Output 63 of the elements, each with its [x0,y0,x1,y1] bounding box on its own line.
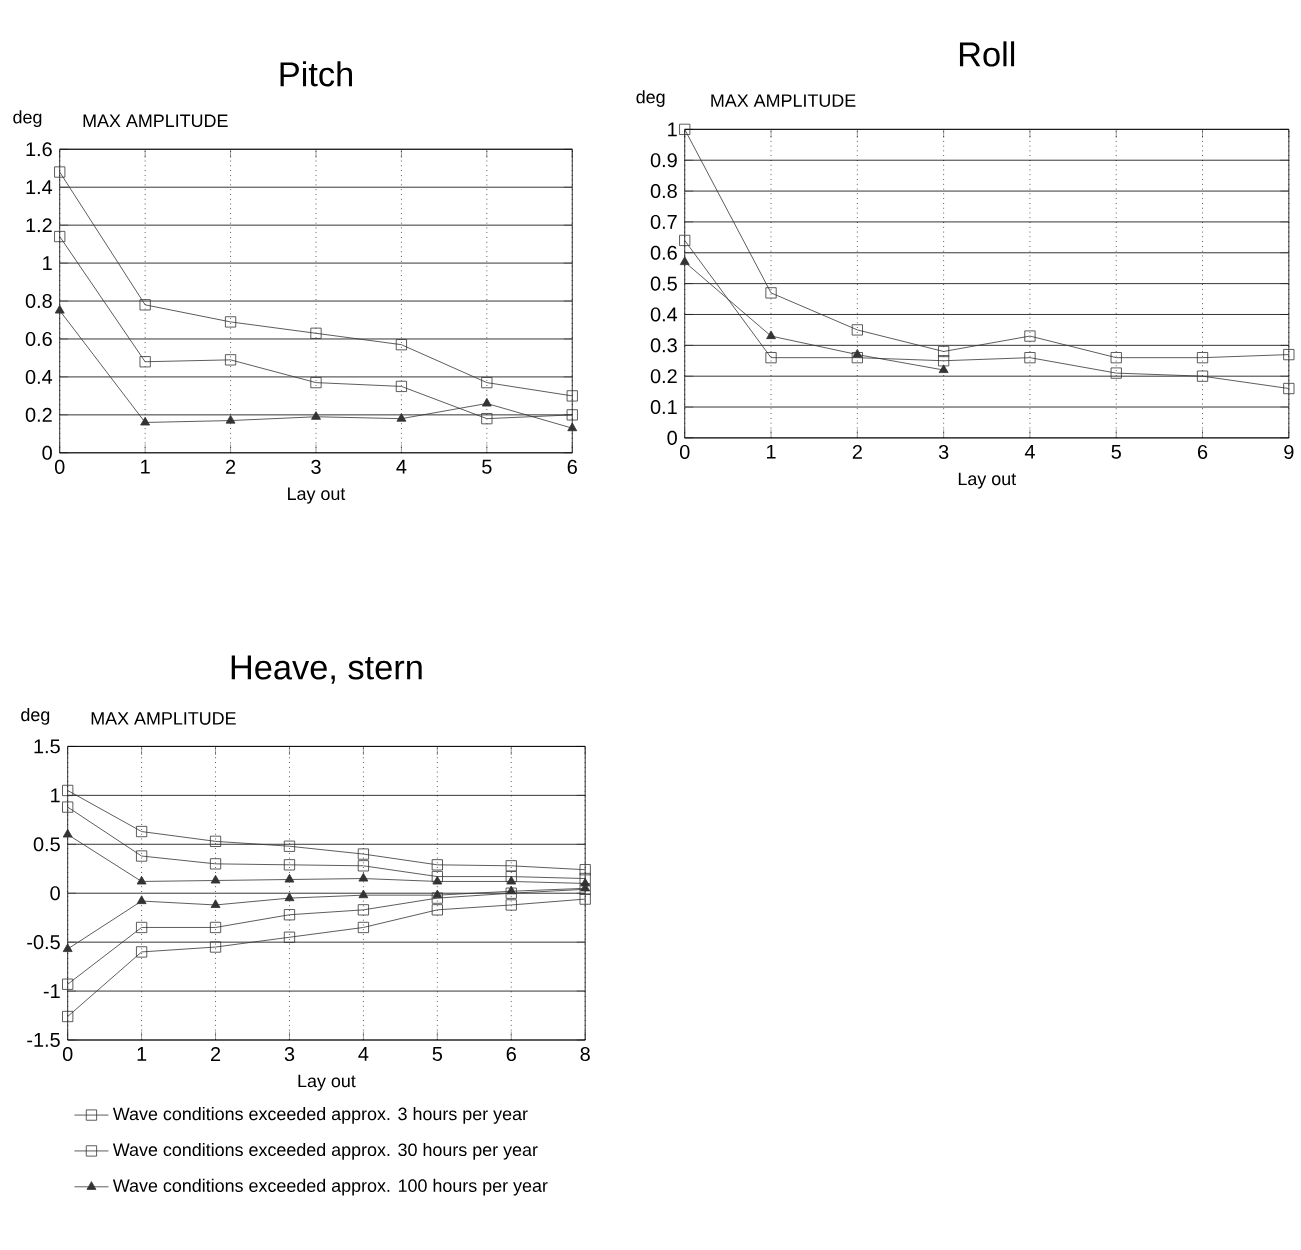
y-tick-label: 0.7 [650,214,677,229]
chart-title: Heave, stern [231,655,422,684]
x-tick-label: 6 [567,459,577,474]
y-tick-label: 1.5 [34,739,60,754]
x-tick-label: 5 [482,459,492,474]
y-tick-label: 1.2 [26,218,52,233]
y-axis-title: deg [21,708,50,725]
x-tick-label: 1 [137,1047,147,1061]
y-tick-label: 0.6 [25,331,52,347]
y-tick-label: 0.9 [650,153,677,168]
y-tick-label: 1 [51,788,60,803]
y-axis-title: deg [636,90,665,107]
y-tick-label: 0 [667,430,677,445]
y-tick-label: 0.5 [33,837,60,852]
y-tick-label: 0.4 [650,307,678,322]
y-tick-label: 1.6 [26,142,52,157]
x-tick-label: 4 [358,1047,369,1061]
legend-label: Wave conditions exceeded approx. 30 hours per year [112,1142,538,1160]
x-tick-label: 6 [1198,444,1208,459]
x-tick-label: 3 [938,444,949,459]
x-tick-label: 4 [396,459,407,474]
text: MAX AMPLITUDE [91,712,236,725]
y-tick-label: 1 [668,122,677,137]
y-tick-label: 0.3 [650,338,677,353]
x-axis-title: Lay out [298,1074,356,1091]
x-axis-title: Lay out [958,472,1016,489]
y-tick-label: 1.4 [26,180,53,195]
x-tick-label: 6 [506,1047,516,1062]
x-tick-label: 1 [767,444,776,459]
y-tick-label: -1 [43,984,60,998]
x-tick-label: 2 [852,444,862,459]
chart-title: Pitch [280,61,352,87]
x-tick-label: 2 [211,1047,221,1061]
x-tick-label: 5 [432,1047,443,1061]
y-tick-label: 0.1 [650,399,677,415]
y-tick-label: 0.6 [650,245,677,260]
y-tick-label: 1 [43,256,52,270]
x-tick-label: 8 [580,1047,590,1062]
x-tick-label: 1 [141,459,150,474]
y-tick-label: 0 [50,886,60,901]
y-tick-label: 0.2 [650,369,677,384]
y-tick-label: -0.5 [27,935,60,950]
x-tick-label: 3 [284,1047,295,1062]
legend-label: Wave conditions exceeded approx. 3 hours per year [112,1107,528,1124]
x-tick-label: 0 [62,1047,73,1062]
x-tick-label: 5 [1111,444,1121,459]
y-tick-label: 0.4 [25,369,53,384]
legend-label: Wave conditions exceeded approx. 100 hours per year [112,1178,548,1196]
y-tick-label: -1.5 [27,1033,60,1047]
x-tick-label: 3 [311,459,321,474]
x-tick-label: 9 [1284,444,1294,459]
text: MAX AMPLITUDE [83,114,228,128]
y-axis-title: deg [13,110,42,128]
y-tick-label: 0.2 [25,407,52,422]
y-tick-label: 0.8 [25,294,52,309]
x-axis-title: Lay out [288,487,346,504]
y-tick-label: 0.5 [650,276,677,291]
y-tick-label: 0.8 [650,184,677,199]
chart-title: Roll [959,41,1015,67]
x-tick-label: 0 [679,444,690,459]
x-tick-label: 2 [226,459,236,474]
text: MAX AMPLITUDE [711,94,856,107]
x-tick-label: 4 [1024,444,1035,459]
